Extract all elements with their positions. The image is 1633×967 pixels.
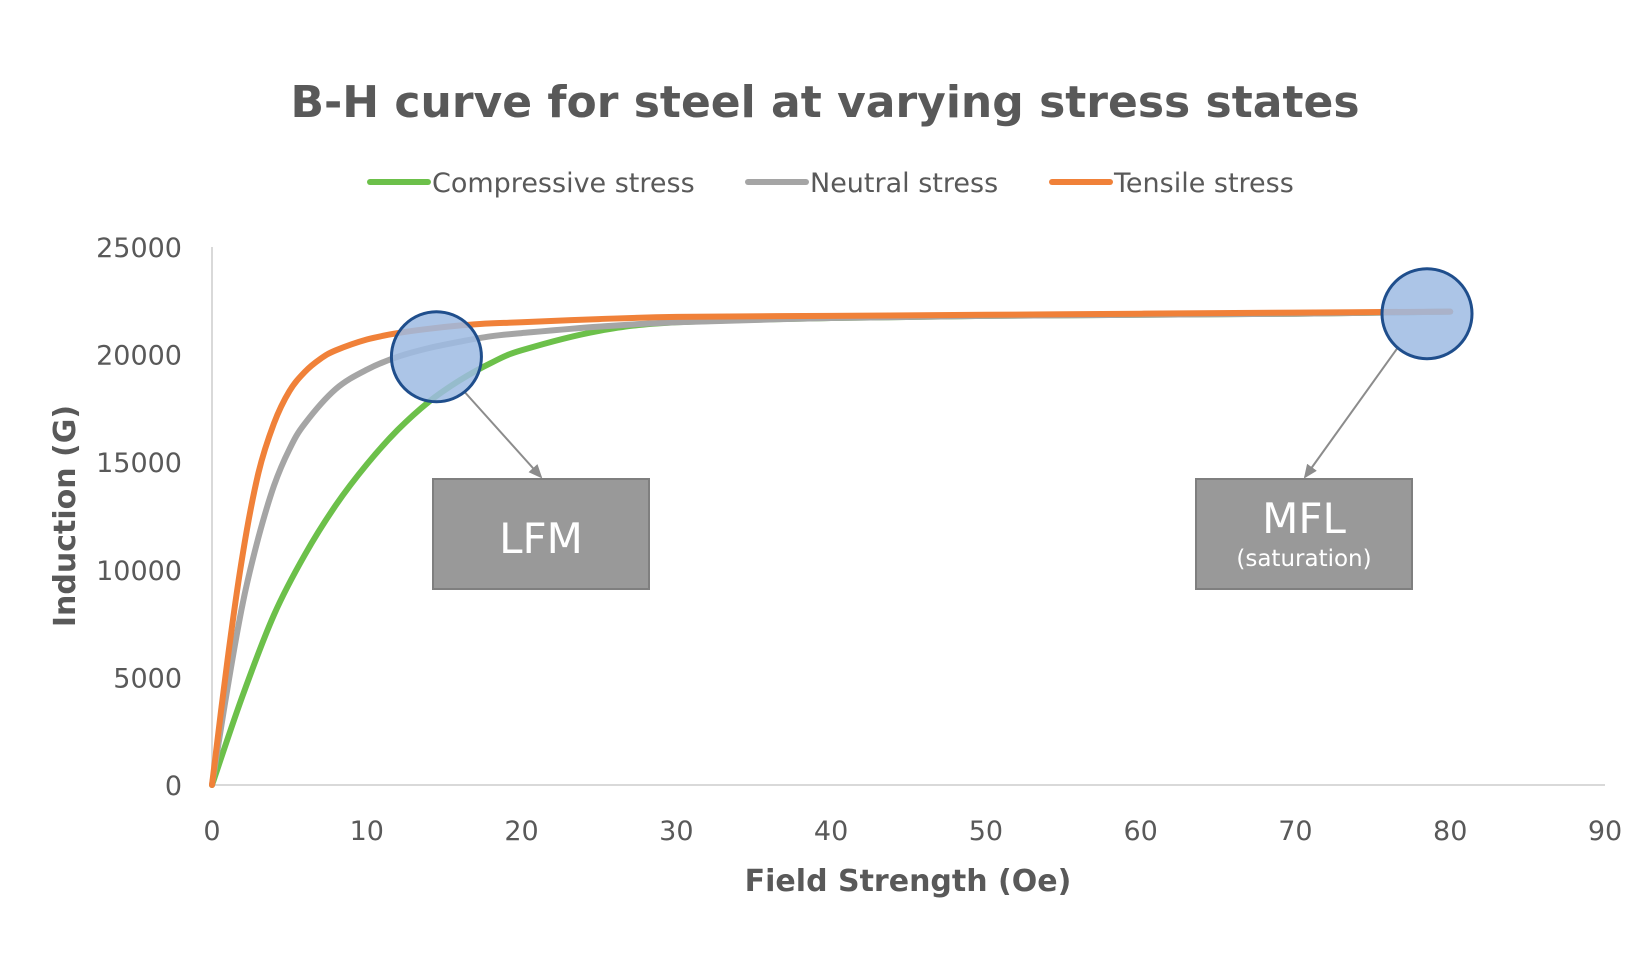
y-tick-label: 5000: [113, 663, 182, 694]
legend: Compressive stress Neutral stress Tensile …: [367, 168, 1294, 199]
y-tick-label: 20000: [96, 341, 182, 372]
legend-label: Compressive stress: [432, 168, 695, 199]
x-tick-label: 30: [659, 816, 693, 847]
x-tick-label: 80: [1433, 816, 1467, 847]
annotations: LFM MFL (saturation): [389, 267, 1474, 590]
x-tick-label: 90: [1588, 816, 1622, 847]
legend-label: Neutral stress: [810, 168, 998, 199]
y-tick-label: 0: [165, 771, 182, 802]
annotation-label: MFL: [1262, 494, 1346, 543]
y-tick-label: 15000: [96, 448, 182, 479]
y-tick-label: 10000: [96, 556, 182, 587]
x-tick-label: 20: [504, 816, 538, 847]
chart-title: B-H curve for steel at varying stress st…: [290, 77, 1359, 128]
x-tick-label: 40: [814, 816, 848, 847]
annotation-highlight-circle: [1380, 267, 1474, 361]
x-tick-label: 50: [969, 816, 1003, 847]
annotation-box-lfm: [432, 478, 650, 590]
x-tick-label: 60: [1123, 816, 1157, 847]
y-tick-labels: 0 5000 10000 15000 20000 25000: [96, 233, 182, 802]
x-tick-label: 0: [203, 816, 220, 847]
annotation-highlight-circle: [389, 310, 483, 404]
y-tick-label: 25000: [96, 233, 182, 264]
y-axis-title: Induction (G): [48, 405, 83, 627]
x-tick-label: 10: [350, 816, 384, 847]
annotation-box-mfl: [1195, 478, 1413, 590]
x-tick-labels: 0 10 20 30 40 50 60 70 80 90: [203, 816, 1622, 847]
annotation-arrow: [463, 391, 543, 479]
annotation-label: LFM: [499, 514, 583, 563]
axes: [211, 247, 1605, 786]
legend-label: Tensile stress: [1113, 168, 1294, 199]
x-tick-label: 70: [1278, 816, 1312, 847]
annotation-sublabel: (saturation): [1236, 546, 1371, 572]
x-axis-title: Field Strength (Oe): [745, 864, 1072, 899]
annotation-arrow: [1303, 348, 1398, 479]
